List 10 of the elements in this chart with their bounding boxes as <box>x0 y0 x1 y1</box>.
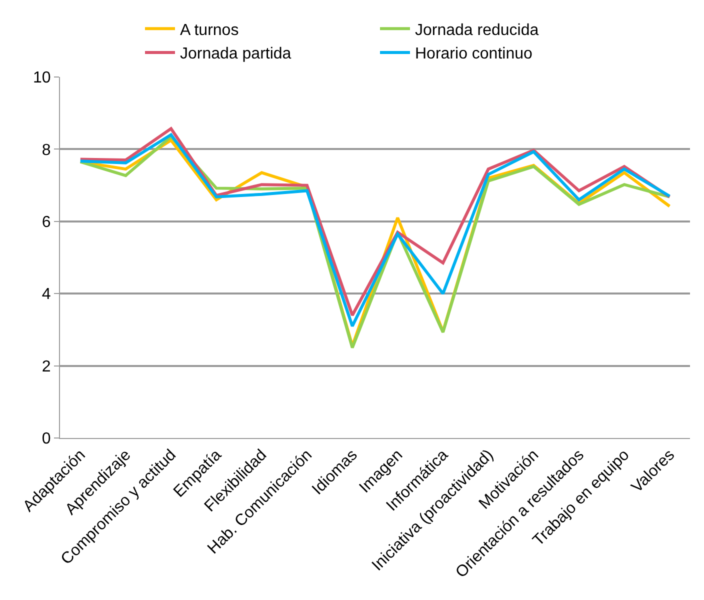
y-tick-label: 4 <box>42 286 51 304</box>
y-tick-label: 6 <box>42 214 51 231</box>
y-tick-label: 8 <box>42 142 51 159</box>
legend-label: Horario continuo <box>415 46 532 63</box>
y-tick-label: 2 <box>42 358 51 376</box>
legend-label: Jornada reducida <box>415 22 539 39</box>
legend-label: Jornada partida <box>180 46 292 63</box>
y-tick-label: 0 <box>42 430 51 448</box>
legend-label: A turnos <box>180 22 239 39</box>
y-tick-label: 10 <box>33 70 51 87</box>
